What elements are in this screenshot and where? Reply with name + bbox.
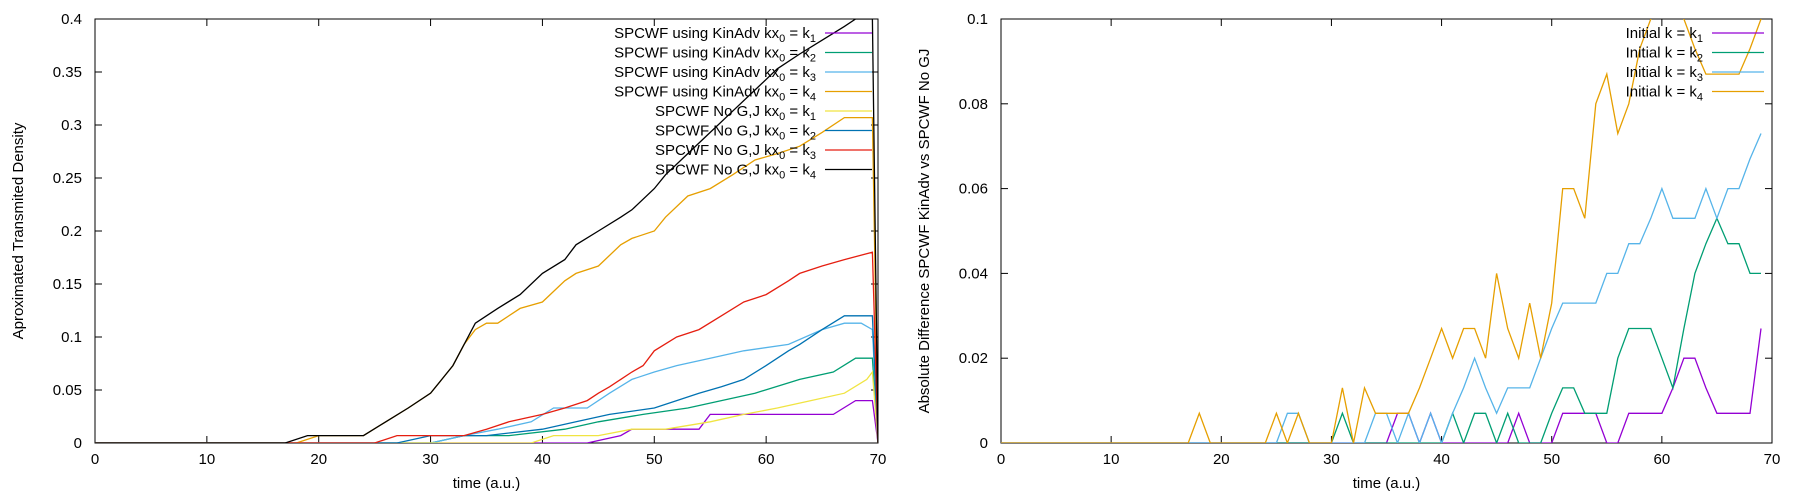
y-tick-label: 0: [980, 435, 988, 452]
right-series-lines: [1001, 19, 1762, 443]
left-chart: 0 10 20 30 40 50 60 70 0 0.05 0.1 0.15 0.2 0.25 0.3 0.3…: [10, 11, 886, 492]
x-tick-label: 50: [1543, 451, 1560, 468]
series-line: [95, 19, 878, 443]
legend-label: SPCWF No G,J kx0 = k4: [655, 162, 816, 182]
y-tick-label: 0.3: [61, 117, 82, 134]
legend-label: SPCWF using KinAdv kx0 = k3: [614, 64, 816, 84]
legend-label: Initial k = k1: [1626, 25, 1703, 45]
legend-label: SPCWF using KinAdv kx0 = k4: [614, 84, 816, 104]
y-tick-label: 0.05: [53, 382, 82, 399]
y-tick-label: 0.25: [53, 170, 82, 187]
series-line: [1001, 216, 1761, 443]
y-tick-label: 0.04: [959, 265, 988, 282]
legend-label: Initial k = k2: [1626, 45, 1703, 65]
series-line: [95, 315, 878, 443]
y-tick-label: 0.1: [61, 329, 82, 346]
x-tick-label: 30: [422, 451, 439, 468]
series-line: [95, 357, 878, 443]
right-y-axis-label: Absolute Difference SPCWF KinAdv vs SPCW…: [916, 49, 933, 414]
x-tick-label: 10: [1103, 451, 1120, 468]
y-tick-label: 0.15: [53, 276, 82, 293]
series-line: [1001, 328, 1762, 443]
series-line: [95, 251, 878, 443]
y-tick-label: 0.08: [959, 96, 988, 113]
series-line: [95, 370, 878, 443]
left-y-axis-label: Aproximated Transmited Density: [10, 122, 27, 339]
left-series-lines: [95, 19, 878, 443]
x-tick-label: 40: [1433, 451, 1450, 468]
left-ticks: 0 10 20 30 40 50 60 70 0 0.05 0.1 0.15 0.2 0.25 0.3 0.3…: [53, 11, 887, 468]
series-line: [1001, 133, 1762, 443]
x-tick-label: 60: [758, 451, 775, 468]
y-tick-label: 0.1: [967, 11, 988, 28]
series-line: [95, 322, 878, 443]
x-tick-label: 60: [1654, 451, 1671, 468]
y-tick-label: 0.02: [959, 350, 988, 367]
x-tick-label: 40: [534, 451, 551, 468]
legend-label: SPCWF No G,J kx0 = k1: [655, 103, 816, 123]
right-x-axis-label: time (a.u.): [1353, 475, 1421, 492]
right-chart: 0 10 20 30 40 50 60 70 0 0.02 0.04 0.06 0.08 0.1 Init…: [916, 11, 1781, 492]
x-tick-label: 30: [1323, 451, 1340, 468]
x-tick-label: 0: [997, 451, 1005, 468]
legend-label: SPCWF No G,J kx0 = k3: [655, 142, 816, 162]
y-tick-label: 0: [74, 435, 82, 452]
x-tick-label: 70: [870, 451, 887, 468]
y-tick-label: 0.4: [61, 11, 82, 28]
x-tick-label: 50: [646, 451, 663, 468]
series-line: [95, 399, 878, 443]
x-tick-label: 20: [310, 451, 327, 468]
legend-label: SPCWF using KinAdv kx0 = k2: [614, 45, 816, 65]
x-tick-label: 70: [1764, 451, 1781, 468]
legend-label: Initial k = k3: [1626, 64, 1703, 84]
legend-label: SPCWF No G,J kx0 = k2: [655, 123, 816, 143]
y-tick-label: 0.2: [61, 223, 82, 240]
x-tick-label: 0: [91, 451, 99, 468]
y-tick-label: 0.35: [53, 64, 82, 81]
right-ticks: 0 10 20 30 40 50 60 70 0 0.02 0.04 0.06 0.08 0.1: [959, 11, 1781, 468]
legend-label: Initial k = k4: [1626, 84, 1703, 104]
legend-label: SPCWF using KinAdv kx0 = k1: [614, 25, 816, 45]
series-line: [1001, 19, 1762, 443]
left-x-axis-label: time (a.u.): [453, 475, 521, 492]
x-tick-label: 10: [199, 451, 216, 468]
y-tick-label: 0.06: [959, 181, 988, 198]
x-tick-label: 20: [1213, 451, 1230, 468]
